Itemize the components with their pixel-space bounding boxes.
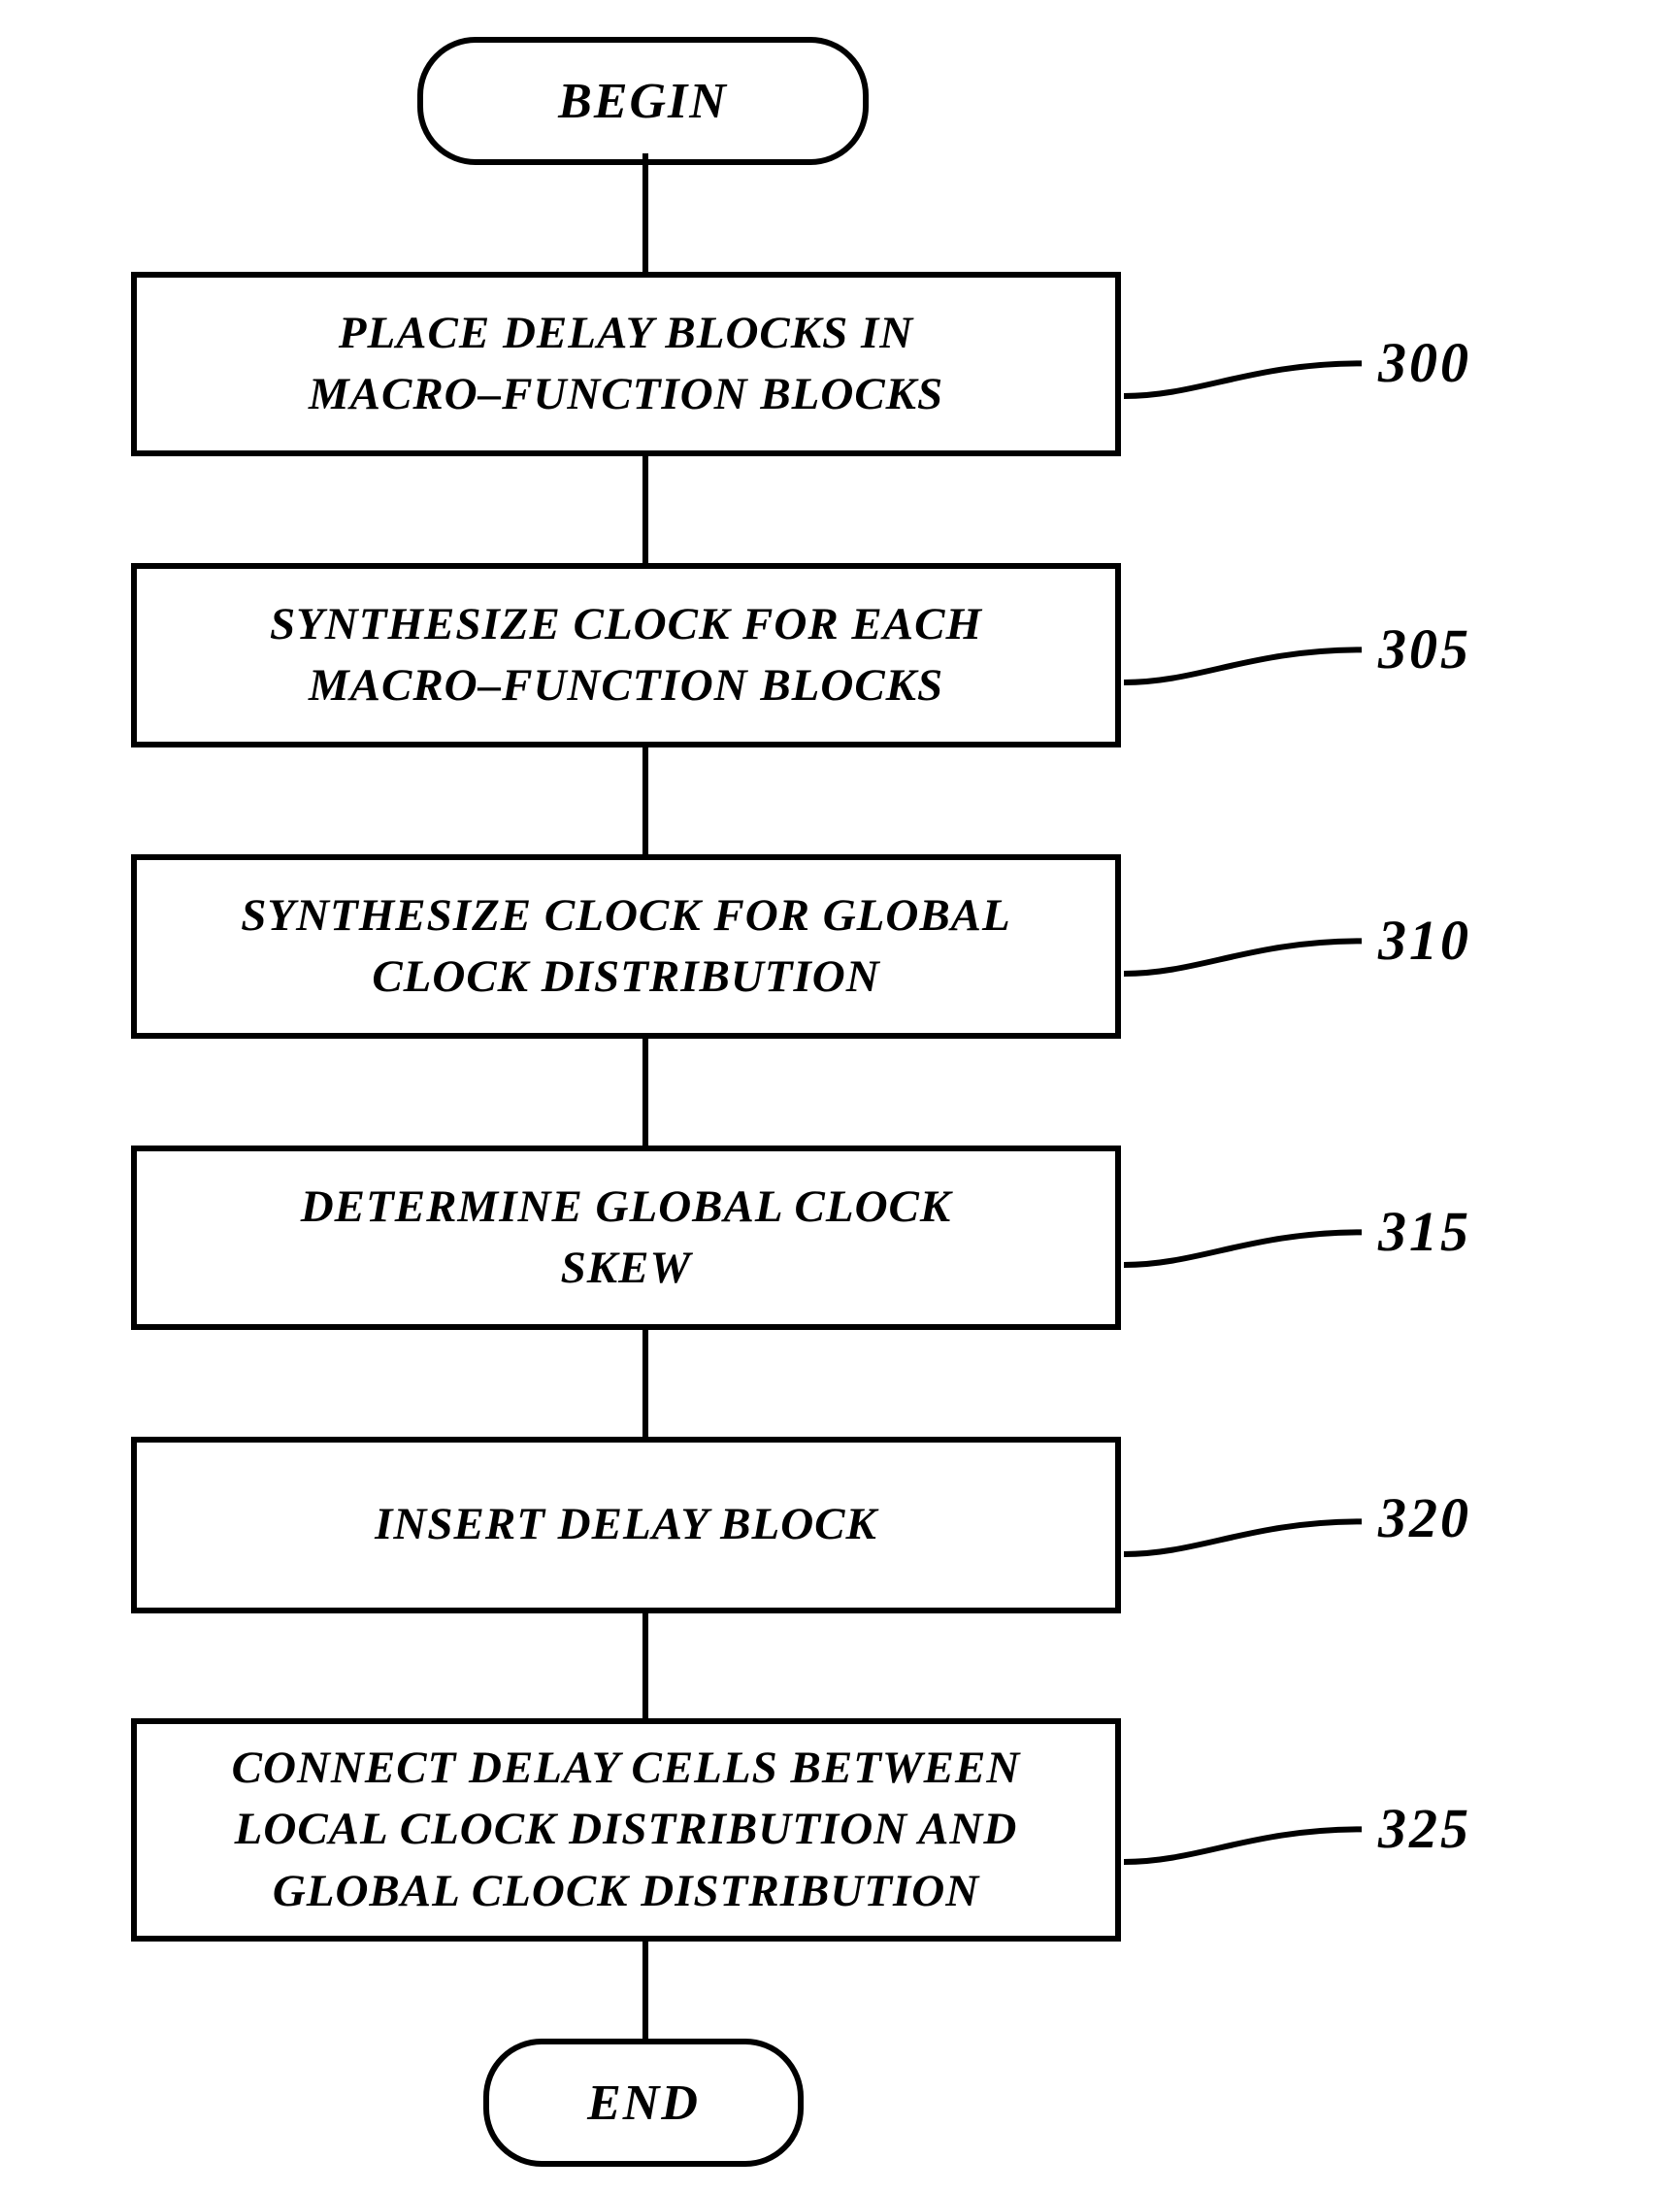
terminal-begin-label: BEGIN	[558, 73, 728, 130]
process-step-315: DETERMINE GLOBAL CLOCKSKEW	[131, 1146, 1121, 1330]
connector-line	[642, 747, 648, 854]
terminal-begin: BEGIN	[417, 37, 869, 165]
leader-line	[1124, 332, 1371, 406]
connector-line	[642, 456, 648, 563]
leader-line	[1124, 910, 1371, 983]
process-step-text: DETERMINE GLOBAL CLOCKSKEW	[301, 1177, 952, 1300]
ref-label-305: 305	[1378, 616, 1471, 681]
process-step-text: SYNTHESIZE CLOCK FOR EACHMACRO–FUNCTION …	[270, 594, 982, 717]
leader-line	[1124, 1201, 1371, 1275]
terminal-end: END	[483, 2039, 804, 2167]
ref-label-320: 320	[1378, 1485, 1471, 1550]
connector-line	[642, 1613, 648, 1718]
connector-line	[642, 1039, 648, 1146]
leader-line	[1124, 618, 1371, 692]
connector-line	[642, 1942, 648, 2039]
process-step-text: INSERT DELAY BLOCK	[375, 1494, 877, 1555]
process-step-text: CONNECT DELAY CELLS BETWEENLOCAL CLOCK D…	[232, 1738, 1021, 1922]
leader-line	[1124, 1490, 1371, 1564]
process-step-text: SYNTHESIZE CLOCK FOR GLOBALCLOCK DISTRIB…	[241, 885, 1010, 1009]
leader-line	[1124, 1798, 1371, 1872]
process-step-320: INSERT DELAY BLOCK	[131, 1437, 1121, 1613]
connector-line	[642, 153, 648, 272]
terminal-end-label: END	[587, 2075, 700, 2132]
process-step-325: CONNECT DELAY CELLS BETWEENLOCAL CLOCK D…	[131, 1718, 1121, 1942]
connector-line	[642, 1330, 648, 1437]
ref-label-315: 315	[1378, 1199, 1471, 1264]
process-step-305: SYNTHESIZE CLOCK FOR EACHMACRO–FUNCTION …	[131, 563, 1121, 747]
ref-label-310: 310	[1378, 908, 1471, 973]
ref-label-300: 300	[1378, 330, 1471, 395]
process-step-300: PLACE DELAY BLOCKS INMACRO–FUNCTION BLOC…	[131, 272, 1121, 456]
process-step-310: SYNTHESIZE CLOCK FOR GLOBALCLOCK DISTRIB…	[131, 854, 1121, 1039]
process-step-text: PLACE DELAY BLOCKS INMACRO–FUNCTION BLOC…	[309, 303, 943, 426]
ref-label-325: 325	[1378, 1796, 1471, 1861]
